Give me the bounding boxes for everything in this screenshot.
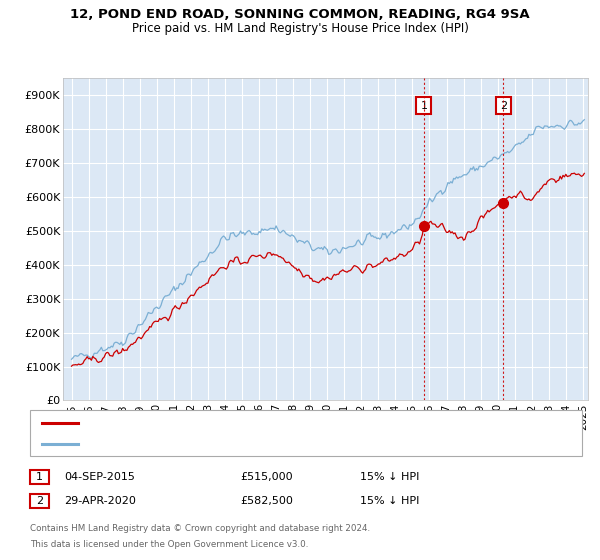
Text: 12, POND END ROAD, SONNING COMMON, READING, RG4 9SA: 12, POND END ROAD, SONNING COMMON, READI… [70,8,530,21]
Text: £515,000: £515,000 [240,472,293,482]
Text: 04-SEP-2015: 04-SEP-2015 [64,472,135,482]
Text: 1: 1 [421,100,427,110]
Text: Price paid vs. HM Land Registry's House Price Index (HPI): Price paid vs. HM Land Registry's House … [131,22,469,35]
Text: Contains HM Land Registry data © Crown copyright and database right 2024.: Contains HM Land Registry data © Crown c… [30,524,370,533]
Text: This data is licensed under the Open Government Licence v3.0.: This data is licensed under the Open Gov… [30,540,308,549]
Text: 12, POND END ROAD, SONNING COMMON, READING, RG4 9SA (detached house): 12, POND END ROAD, SONNING COMMON, READI… [84,418,485,428]
Text: 1: 1 [36,472,43,482]
Text: 29-APR-2020: 29-APR-2020 [64,496,136,506]
Text: HPI: Average price, detached house, South Oxfordshire: HPI: Average price, detached house, Sout… [84,439,359,449]
Text: 2: 2 [500,100,507,110]
Text: £582,500: £582,500 [240,496,293,506]
Text: 15% ↓ HPI: 15% ↓ HPI [360,472,419,482]
Text: 2: 2 [36,496,43,506]
Text: 15% ↓ HPI: 15% ↓ HPI [360,496,419,506]
